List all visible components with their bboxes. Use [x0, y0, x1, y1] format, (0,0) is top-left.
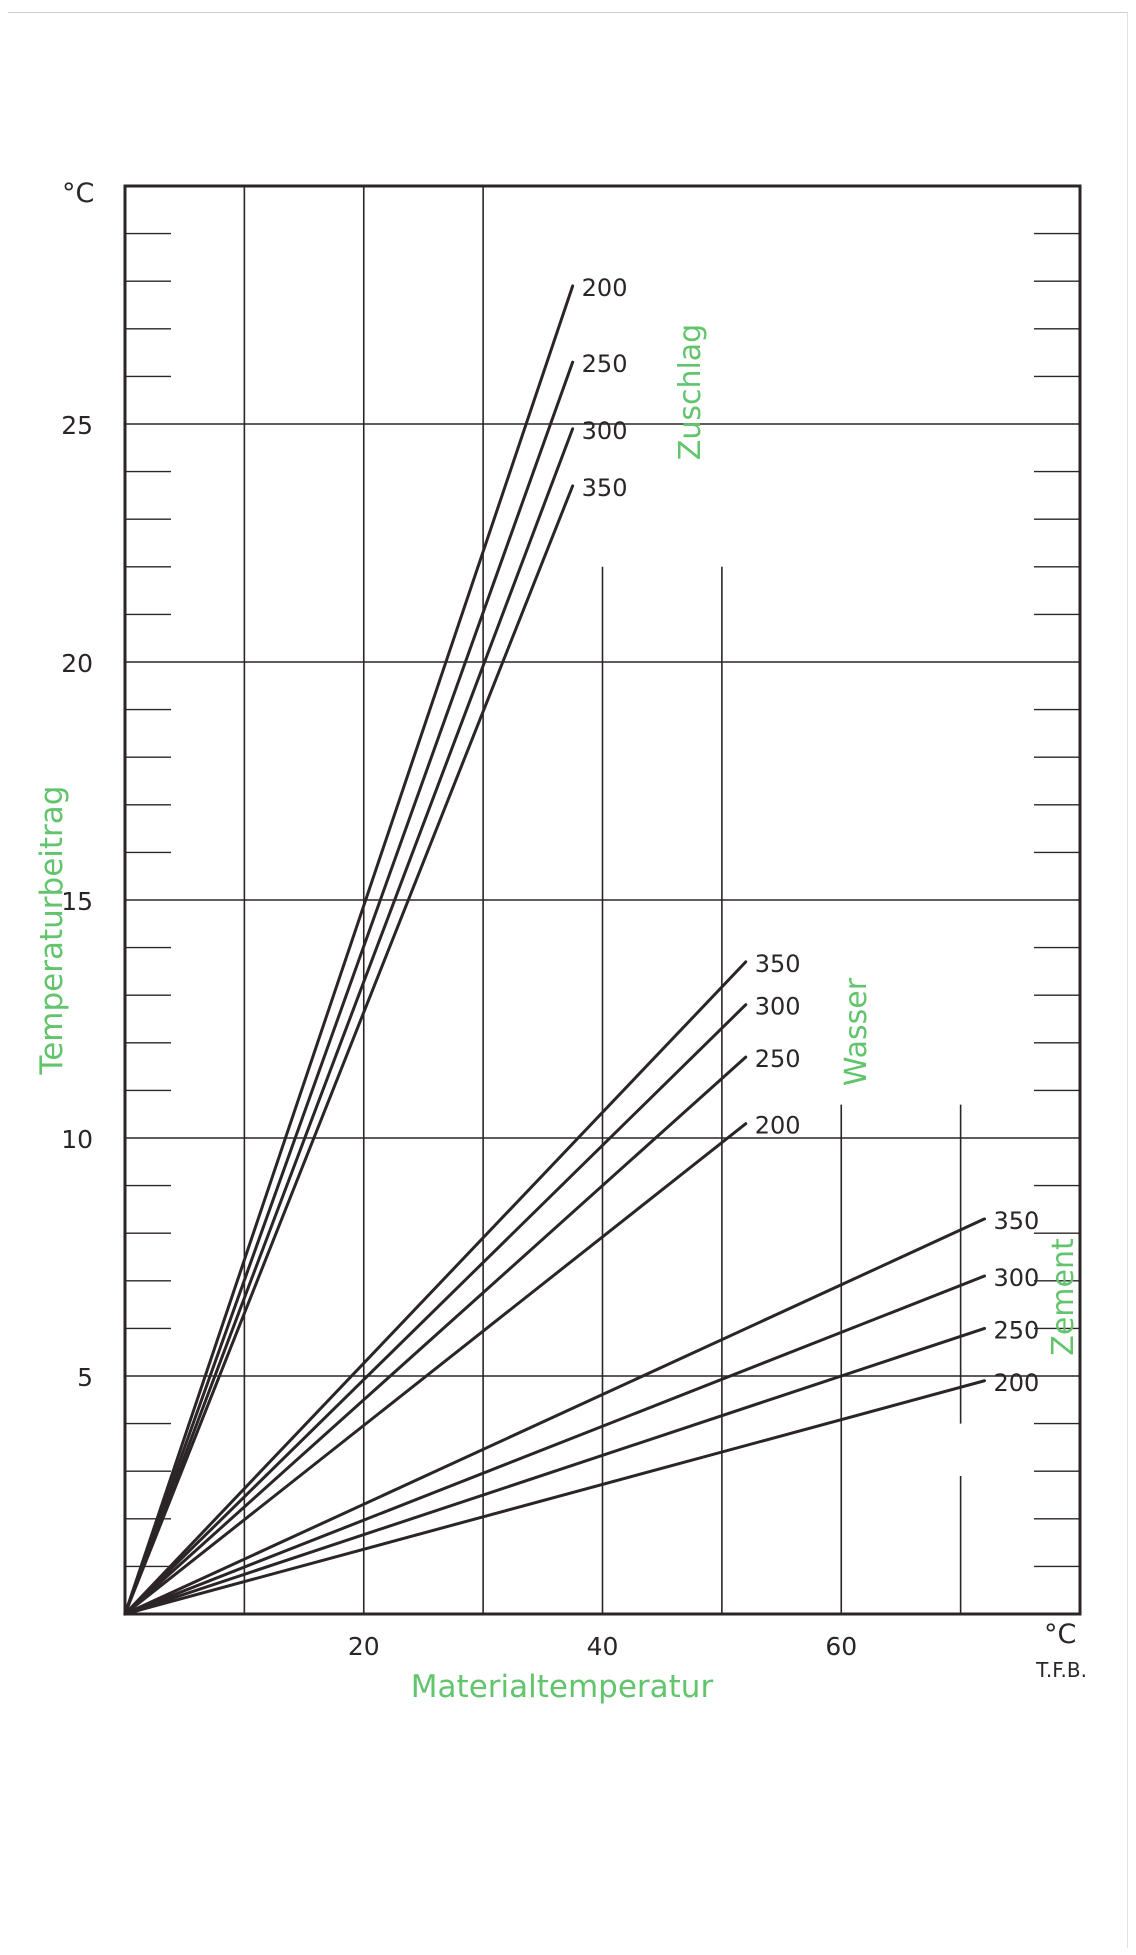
- y-tick-label: 15: [61, 887, 93, 916]
- series-label: 300: [755, 993, 801, 1021]
- series-label: 300: [994, 1264, 1040, 1292]
- series-line-zement-250: [123, 1326, 986, 1616]
- y-tick-label: 5: [77, 1363, 93, 1392]
- series-line-zement-300: [123, 1274, 986, 1616]
- group-label-wasser: Wasser: [839, 977, 874, 1086]
- series-line-wasser-300: [123, 1003, 748, 1616]
- x-tick-label: 20: [348, 1632, 380, 1661]
- series-line-zuschlag-250: [123, 360, 575, 1616]
- credit-label: T.F.B.: [1035, 1658, 1087, 1682]
- series-line-zuschlag-300: [123, 427, 575, 1616]
- x-axis-title: Materialtemperatur: [411, 1669, 714, 1705]
- group-label-zement: Zement: [1046, 1238, 1081, 1356]
- series-label: 350: [582, 474, 628, 502]
- series-label: 350: [755, 950, 801, 978]
- series-label: 300: [582, 417, 628, 445]
- grid-layer: [123, 184, 1082, 1616]
- y-tick-label: 20: [61, 649, 93, 678]
- series-line-wasser-350: [123, 960, 748, 1616]
- series-label: 350: [994, 1207, 1040, 1235]
- label-layer: 5 10 15 20 25 20 40 60 200 250 300 350 Zuschlag 350 30…: [61, 274, 1081, 1661]
- x-tick-label: 40: [587, 1632, 619, 1661]
- y-tick-label: 25: [61, 411, 93, 440]
- series-line-zement-200: [123, 1379, 986, 1616]
- group-label-zuschlag: Zuschlag: [673, 324, 708, 460]
- y-axis-unit: °C: [62, 178, 94, 209]
- x-axis-unit: °C: [1044, 1619, 1076, 1650]
- series-label: 250: [994, 1316, 1040, 1344]
- series-line-zuschlag-200: [123, 284, 575, 1616]
- y-tick-label: 10: [61, 1125, 93, 1154]
- series-line-wasser-250: [123, 1055, 748, 1616]
- series-label: 200: [994, 1369, 1040, 1397]
- series-line-zement-350: [123, 1217, 986, 1616]
- series-label: 200: [755, 1112, 801, 1140]
- page-border: [8, 12, 1128, 1948]
- x-tick-label: 60: [825, 1632, 857, 1661]
- series-label: 250: [755, 1045, 801, 1073]
- series-layer: [123, 284, 986, 1616]
- series-line-wasser-200: [123, 1122, 748, 1616]
- series-label: 250: [582, 350, 628, 378]
- series-line-zuschlag-350: [123, 484, 575, 1616]
- y-axis-title: Temperaturbeitrag: [34, 786, 70, 1076]
- series-label: 200: [582, 274, 628, 302]
